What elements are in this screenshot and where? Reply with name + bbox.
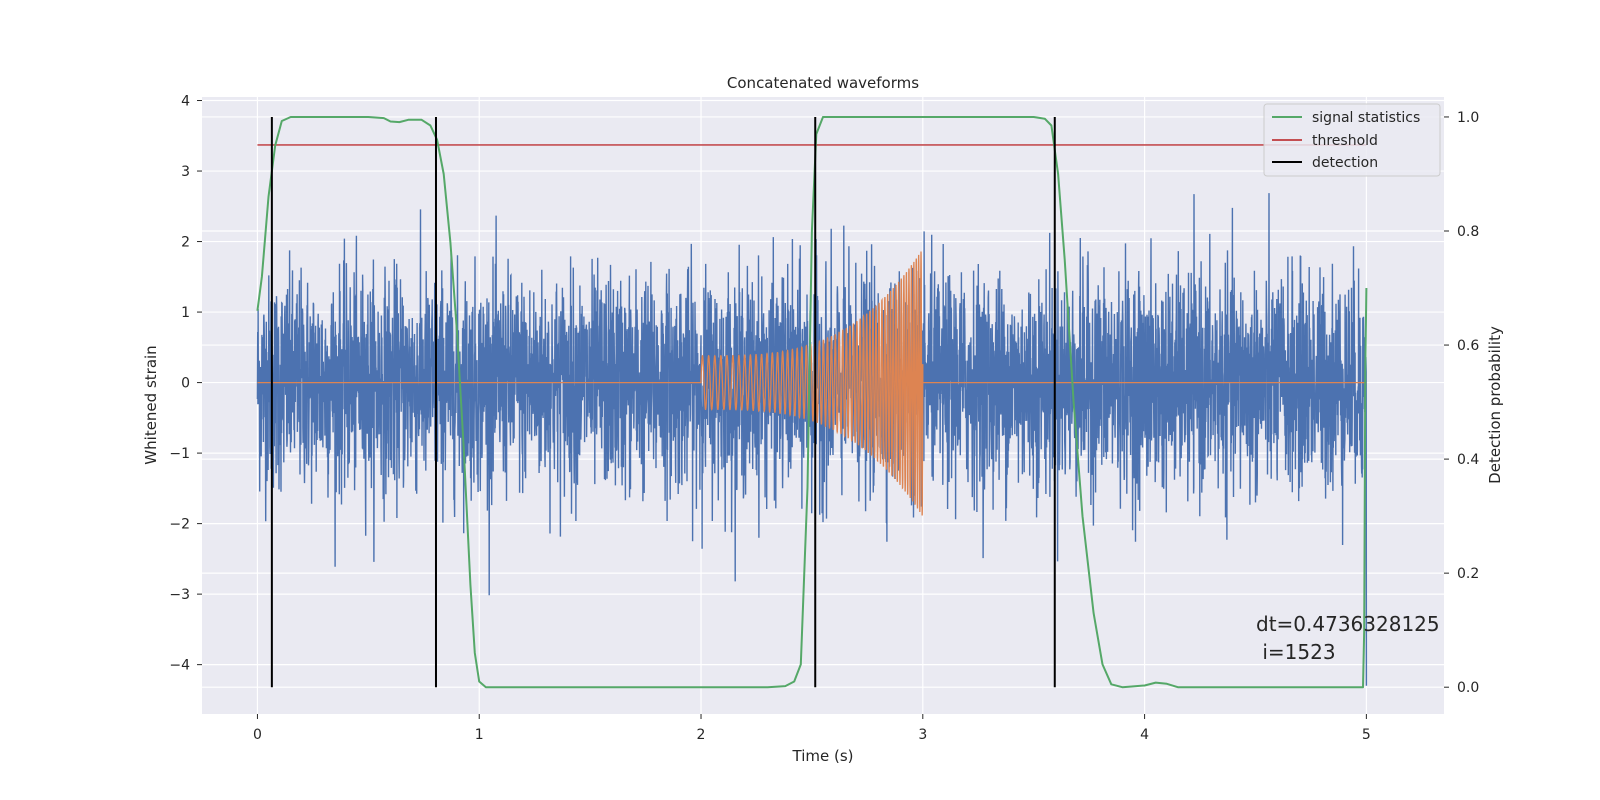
y-right-tick-label-4: 0.2 [1457,566,1479,582]
y-left-tick-label-2: 2 [181,235,190,251]
annotation-dt: dt=0.4736328125 [1256,612,1440,636]
axes-layer: 0 1 2 3 4 5 4 3 2 1 0 −1 −2 −3 −4 1.0 0.8 0.6 0.4 0.2 0.0 [169,94,1479,743]
x-tick-label-1: 1 [475,727,484,743]
y-left-tick-label-1: 3 [181,164,190,180]
series-signal-statistics [256,116,1368,689]
y-right-tick-label-0: 1.0 [1457,110,1479,126]
y-left-tick-label-7: −3 [169,587,190,603]
legend-box [1263,103,1441,177]
legend-label-detection: detection [1312,155,1378,171]
legend-label-threshold: threshold [1312,133,1378,149]
series-injected-waveform [257,251,1367,516]
annotation-index: i=1523 [1256,640,1336,664]
series-layer [256,116,1368,689]
chart-title: Concatenated waveforms [727,74,919,92]
y-left-tick-label-5: −1 [169,446,190,462]
x-tick-label-2: 2 [697,727,706,743]
y-right-tick-label-1: 0.8 [1457,224,1479,240]
x-tick-label-0: 0 [253,727,262,743]
y-left-tick-label-8: −4 [169,658,190,674]
y-right-tick-label-2: 0.6 [1457,338,1479,354]
y-left-tick-label-0: 4 [181,94,190,110]
legend-label-signal: signal statistics [1312,110,1420,126]
x-tick-label-4: 4 [1140,727,1149,743]
y-axis-label-right: Detection probability [1486,326,1504,484]
x-tick-label-5: 5 [1362,727,1371,743]
x-axis-label: Time (s) [792,747,854,765]
x-tick-label-3: 3 [918,727,927,743]
y-left-tick-label-4: 0 [181,376,190,392]
y-axis-label-left: Whitened strain [142,345,160,464]
y-right-tick-label-3: 0.4 [1457,452,1479,468]
y-right-tick-label-5: 0.0 [1457,680,1479,696]
legend: signal statistics threshold detection [1263,103,1441,177]
y-left-tick-label-3: 1 [181,305,190,321]
y-left-tick-label-6: −2 [169,517,190,533]
